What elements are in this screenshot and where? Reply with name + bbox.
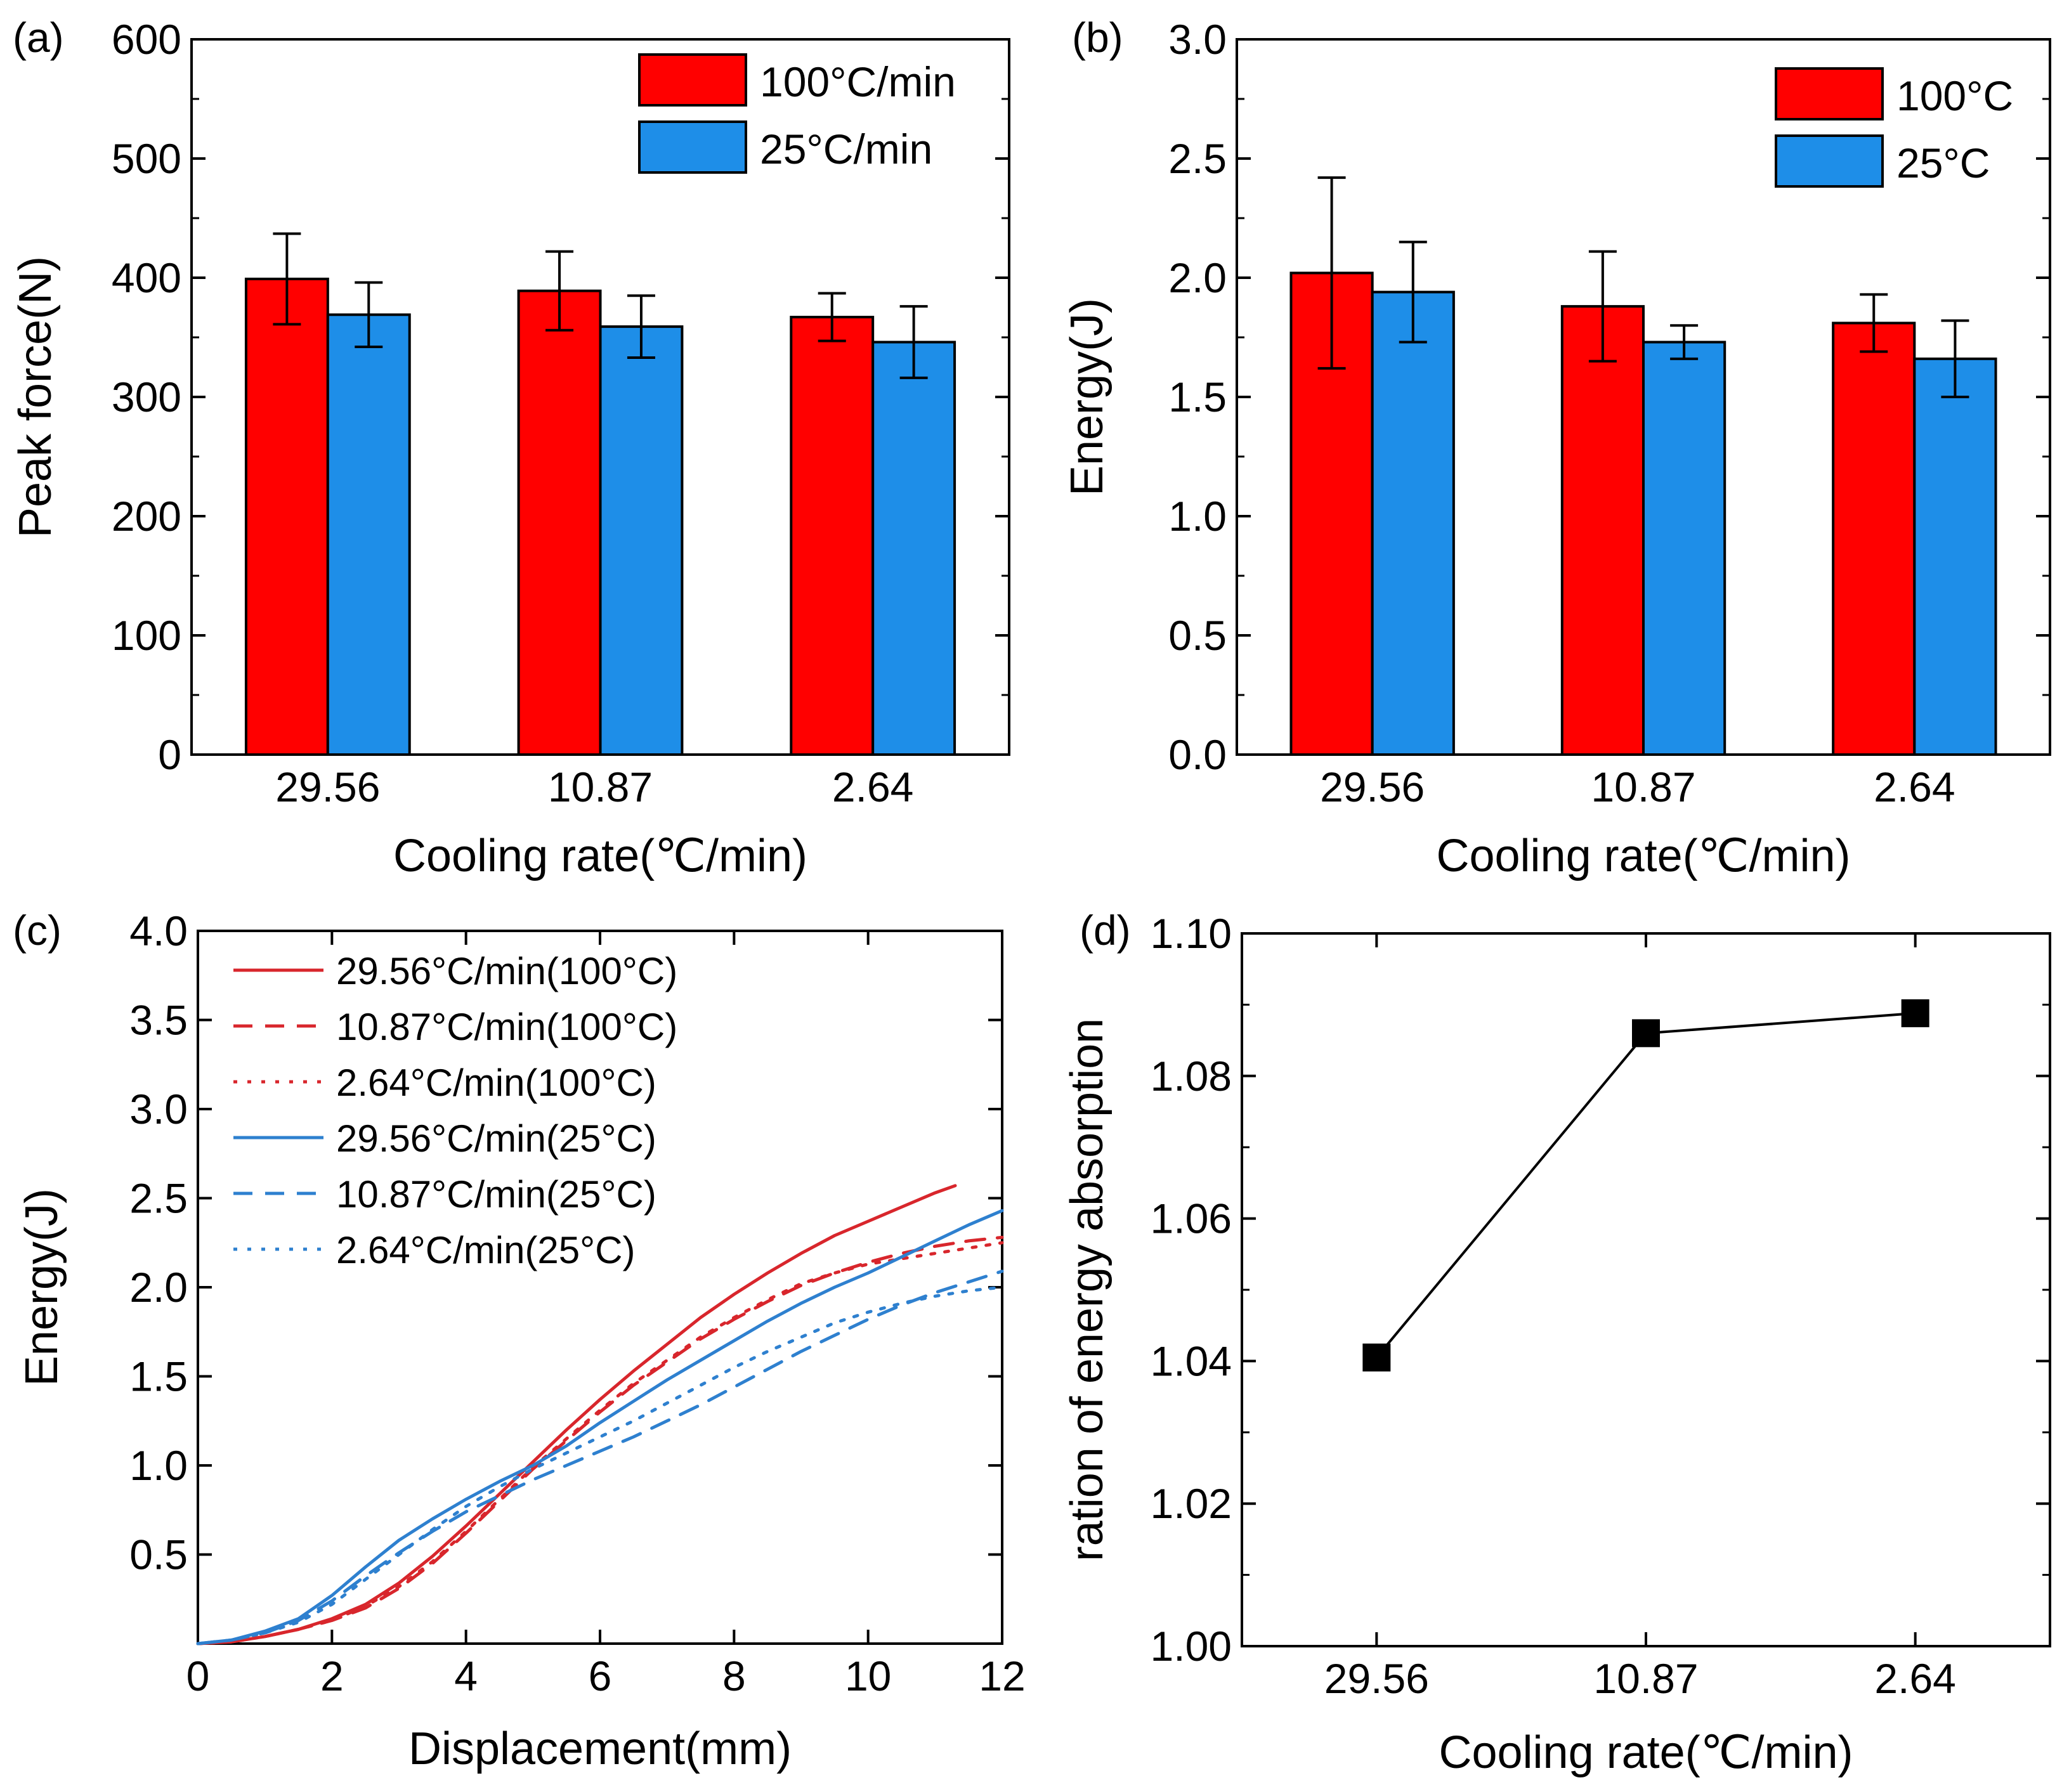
panel-a-y-tick-label: 300 [112, 373, 181, 420]
panel-b-legend-swatch [1775, 134, 1884, 188]
panel-d-y-tick-label: 1.02 [1151, 1480, 1232, 1527]
panel-d-series-line [1375, 1011, 1916, 1359]
panel-a-y-tick-label: 500 [112, 135, 181, 182]
panel-c-legend-label: 10.87°C/min(100°C) [336, 1006, 677, 1048]
panel-d-data-marker [1632, 1019, 1660, 1048]
panel-a-bar [790, 316, 875, 756]
panel-c-x-tick-label: 0 [186, 1652, 210, 1699]
panel-a-y-axis-title: Peak force(N) [10, 256, 61, 538]
panel-c-label: (c) [13, 907, 62, 954]
panel-a-peak-force-bar-chart: (a) 0 100 200 300 400 500 600 29.56 10.87 2.64 100°… [10, 14, 1010, 881]
panel-c-series-line [196, 1235, 1004, 1646]
panel-c-y-tick-label: 4.0 [129, 907, 188, 954]
panel-c-y-tick-label: 3.5 [129, 997, 188, 1044]
panel-b-bar [1642, 341, 1726, 756]
panel-a-legend-swatch [638, 120, 747, 174]
panel-d-x-tick-label: 29.56 [1324, 1655, 1429, 1702]
panel-c-x-tick-label: 4 [454, 1652, 478, 1699]
panel-d-x-axis-title: Cooling rate(℃/min) [1439, 1727, 1853, 1778]
panel-b-x-tick-label: 10.87 [1591, 763, 1695, 810]
panel-c-legend-label: 10.87°C/min(25°C) [336, 1173, 656, 1216]
panel-d-y-tick-label: 1.06 [1151, 1195, 1232, 1242]
panel-c-y-tick-label: 2.0 [129, 1264, 188, 1311]
panel-d-label: (d) [1080, 907, 1131, 954]
panel-d-y-tick-label: 1.00 [1151, 1623, 1232, 1670]
panel-b-x-axis-title: Cooling rate(℃/min) [1436, 831, 1850, 881]
panel-c-legend-label: 29.56°C/min(100°C) [336, 950, 677, 992]
panel-c-series-line [196, 1241, 1004, 1646]
panel-a-x-tick-label: 10.87 [548, 763, 653, 810]
panel-d-x-tick-label: 10.87 [1593, 1655, 1698, 1702]
panel-b-legend-swatch [1775, 67, 1884, 120]
panel-c-x-tick-label: 12 [979, 1652, 1025, 1699]
panel-a-bar [326, 313, 411, 756]
panel-c-x-tick-label: 8 [722, 1652, 746, 1699]
panel-c-y-axis-title: Energy(J) [16, 1188, 67, 1386]
panel-b-legend-label: 25°C [1896, 140, 1990, 186]
panel-c-legend-label: 29.56°C/min(25°C) [336, 1117, 656, 1160]
panel-b-legend-label: 100°C [1896, 72, 2013, 119]
panel-a-bar [599, 325, 684, 756]
panel-d-data-marker [1901, 999, 1929, 1027]
panel-a-y-tick-label: 600 [112, 16, 181, 63]
panel-a-bar [244, 277, 329, 756]
panel-b-x-tick-label: 2.64 [1874, 763, 1955, 810]
panel-c-legend-label: 2.64°C/min(100°C) [336, 1062, 656, 1104]
panel-c-x-tick-label: 6 [589, 1652, 612, 1699]
panel-c-legend-label: 2.64°C/min(25°C) [336, 1229, 635, 1271]
panel-d-y-tick-label: 1.10 [1151, 910, 1232, 957]
panel-a-bar [871, 341, 956, 756]
panel-b-energy-bar-chart: (b) 0.0 0.5 1.0 1.5 2.0 2.5 3.0 29.56 10.87 2.64 10… [1062, 14, 2051, 881]
panel-d-y-axis-title: ration of energy absorption [1062, 1018, 1113, 1562]
panel-a-legend-label: 25°C/min [760, 126, 932, 172]
panel-a-legend-swatch [638, 53, 747, 107]
panel-c-y-tick-label: 3.0 [129, 1086, 188, 1133]
panel-d-x-tick-label: 2.64 [1874, 1655, 1955, 1702]
panel-d-y-tick-label: 1.08 [1151, 1053, 1232, 1100]
panel-a-bar [517, 289, 602, 756]
panel-a-x-tick-label: 29.56 [275, 763, 380, 810]
panel-b-label: (b) [1072, 14, 1123, 61]
panel-b-bar [1832, 321, 1916, 756]
panel-b-y-axis-title: Energy(J) [1062, 298, 1113, 496]
panel-c-x-tick-label: 2 [320, 1652, 344, 1699]
panel-a-legend-label: 100°C/min [760, 58, 956, 105]
panel-c-energy-displacement-line-chart: (c) 0.5 1.0 1.5 2.0 2.5 3.0 3.5 4.0 0 2 4 6 8 10 12 29.5… [13, 907, 1026, 1774]
panel-c-series-line [196, 1269, 1004, 1646]
panel-d-energy-ratio-chart: (d) 1.00 1.02 1.04 1.06 1.08 1.10 29.56 10.87 2.6… [1062, 907, 2051, 1778]
panel-a-y-tick-label: 200 [112, 493, 181, 540]
panel-a-label: (a) [13, 14, 64, 61]
panel-c-y-tick-label: 0.5 [129, 1531, 188, 1578]
panel-d-y-tick-label: 1.04 [1151, 1337, 1232, 1384]
panel-a-y-tick-label: 0 [158, 731, 181, 778]
panel-b-y-tick-label: 2.0 [1168, 254, 1227, 301]
panel-c-y-tick-label: 1.5 [129, 1353, 188, 1400]
panel-b-y-tick-label: 3.0 [1168, 16, 1227, 63]
panel-b-y-tick-label: 0.5 [1168, 612, 1227, 659]
panel-c-y-tick-label: 1.0 [129, 1442, 188, 1489]
panel-c-y-tick-label: 2.5 [129, 1175, 188, 1222]
panel-b-y-tick-label: 1.0 [1168, 493, 1227, 540]
panel-c-x-tick-label: 10 [845, 1652, 891, 1699]
panel-c-series-line [196, 1209, 1004, 1646]
panel-b-y-tick-label: 0.0 [1168, 731, 1227, 778]
panel-d-data-marker [1362, 1343, 1391, 1372]
panel-b-bar [1560, 305, 1645, 756]
panel-b-bar [1913, 357, 1997, 756]
panel-a-x-tick-label: 2.64 [832, 763, 913, 810]
panel-b-y-tick-label: 2.5 [1168, 135, 1227, 182]
panel-a-y-tick-label: 100 [112, 612, 181, 659]
panel-b-y-tick-label: 1.5 [1168, 373, 1227, 420]
panel-b-x-tick-label: 29.56 [1320, 763, 1425, 810]
panel-b-bar [1371, 290, 1455, 756]
panel-a-y-tick-label: 400 [112, 254, 181, 301]
panel-a-x-axis-title: Cooling rate(℃/min) [393, 831, 807, 881]
panel-c-series-line [196, 1285, 1004, 1646]
panel-c-x-axis-title: Displacement(mm) [408, 1724, 792, 1774]
